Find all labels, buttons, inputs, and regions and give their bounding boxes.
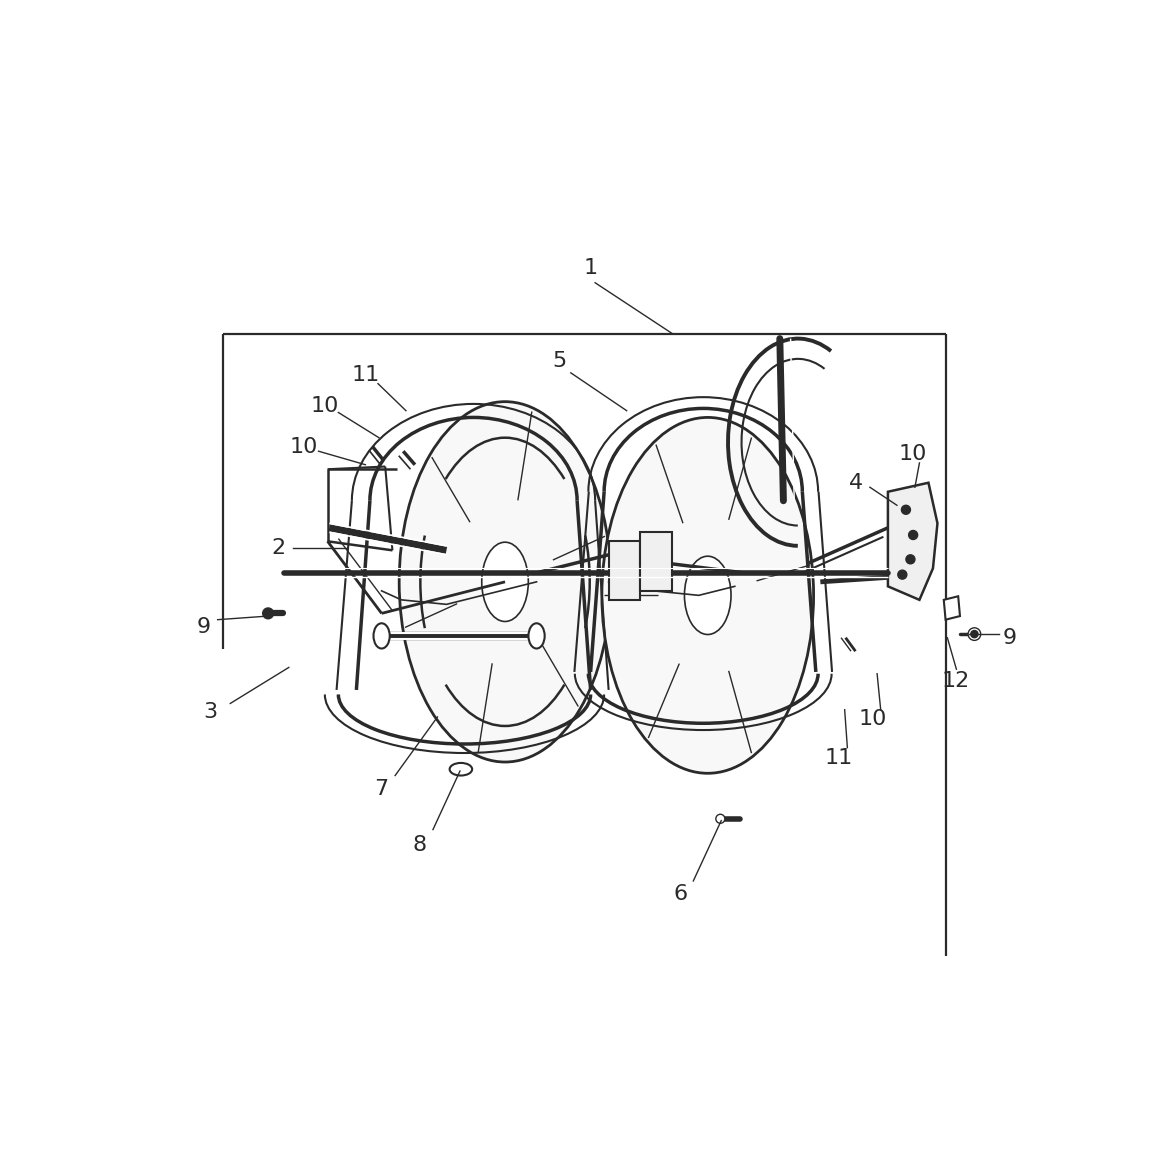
Circle shape	[716, 814, 725, 824]
Text: 12: 12	[942, 670, 970, 691]
Circle shape	[263, 608, 274, 619]
Circle shape	[968, 628, 980, 640]
Text: 10: 10	[899, 443, 928, 464]
Ellipse shape	[601, 418, 813, 773]
Circle shape	[897, 570, 907, 579]
Polygon shape	[944, 597, 961, 620]
Text: 11: 11	[351, 365, 379, 385]
Text: 11: 11	[824, 748, 853, 768]
Ellipse shape	[449, 763, 473, 776]
Text: 4: 4	[849, 473, 863, 493]
Text: 6: 6	[674, 885, 688, 904]
Circle shape	[971, 631, 978, 638]
Circle shape	[901, 505, 910, 515]
Text: 8: 8	[412, 835, 427, 855]
Text: 10: 10	[859, 709, 887, 729]
Ellipse shape	[482, 542, 529, 621]
Text: 9: 9	[197, 617, 211, 636]
Ellipse shape	[684, 556, 731, 634]
Ellipse shape	[529, 624, 545, 648]
Polygon shape	[608, 542, 640, 600]
Polygon shape	[888, 483, 937, 600]
Circle shape	[909, 530, 917, 539]
Polygon shape	[640, 532, 672, 591]
Ellipse shape	[399, 401, 611, 762]
Text: 2: 2	[271, 537, 285, 558]
Text: 10: 10	[311, 397, 339, 417]
Text: 5: 5	[552, 351, 566, 371]
Text: 10: 10	[290, 436, 318, 456]
Text: 7: 7	[374, 779, 388, 799]
Text: 3: 3	[204, 702, 218, 722]
Text: 1: 1	[584, 259, 598, 278]
Ellipse shape	[373, 624, 390, 648]
Circle shape	[906, 555, 915, 564]
Text: 9: 9	[1003, 627, 1017, 648]
